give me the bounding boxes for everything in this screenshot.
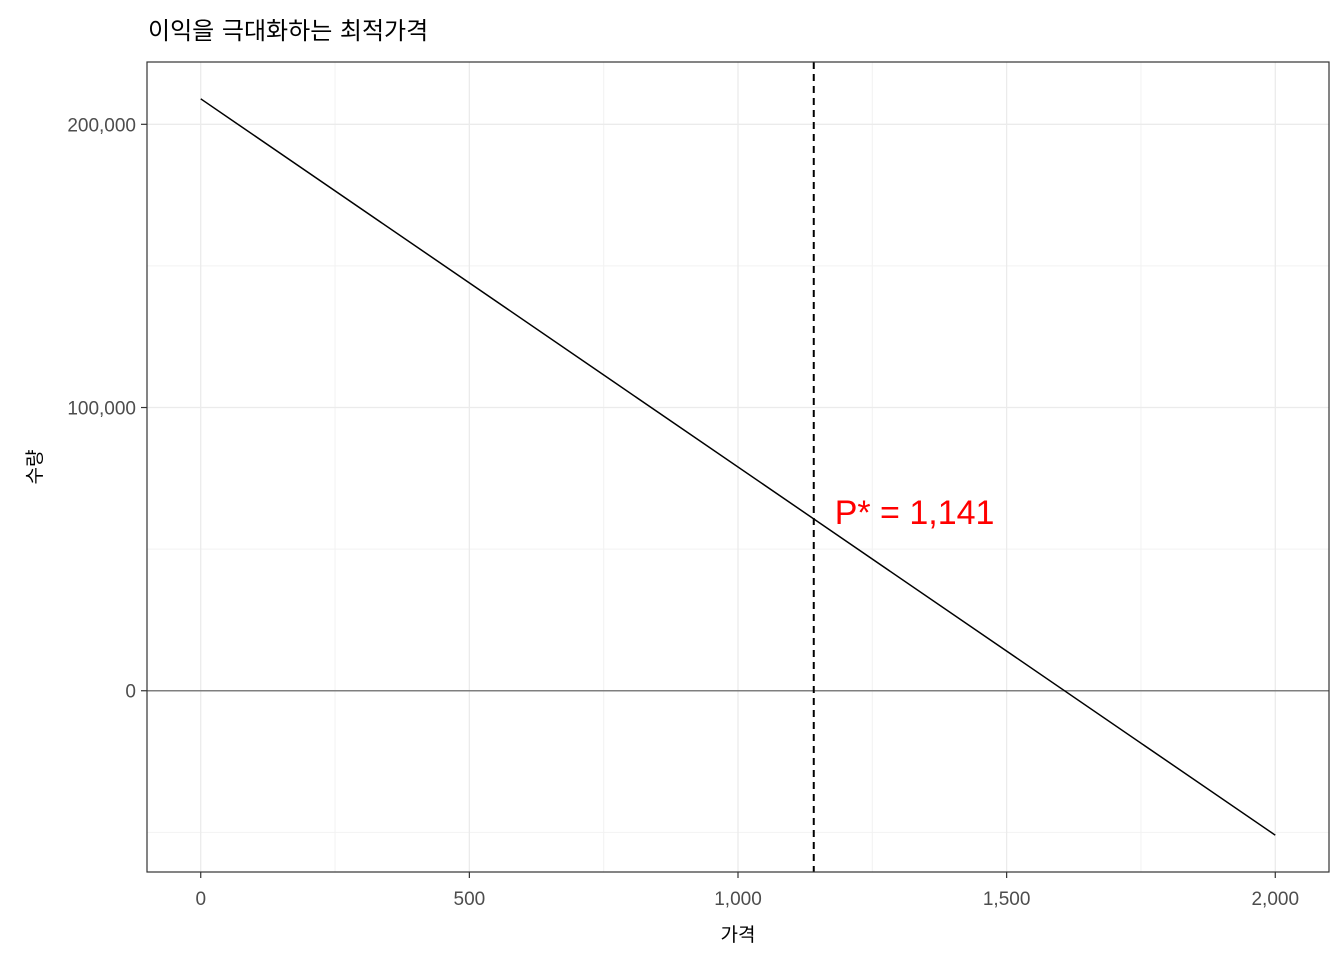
x-axis: 0 500 1,000 1,500 2,000 <box>195 872 1299 910</box>
x-tick-label: 0 <box>195 889 206 910</box>
y-tick-label: 200,000 <box>67 115 136 136</box>
y-axis: 0 100,000 200,000 <box>67 115 147 703</box>
x-axis-title: 가격 <box>721 924 756 946</box>
optimal-price-label: P* = 1,141 <box>835 494 995 532</box>
x-tick-label: 500 <box>454 889 486 910</box>
reference-lines <box>147 62 1329 872</box>
chart-title: 이익을 극대화하는 최적가격 <box>148 17 428 45</box>
demand-line <box>200 98 1276 836</box>
y-tick-label: 0 <box>125 682 136 703</box>
series <box>200 98 1276 836</box>
y-tick-label: 100,000 <box>67 399 136 420</box>
annotations: P* = 1,141 <box>835 494 995 532</box>
y-axis-title: 수량 <box>24 450 46 485</box>
x-tick-label: 1,500 <box>983 889 1031 910</box>
x-tick-label: 2,000 <box>1251 889 1299 910</box>
x-tick-label: 1,000 <box>714 889 762 910</box>
